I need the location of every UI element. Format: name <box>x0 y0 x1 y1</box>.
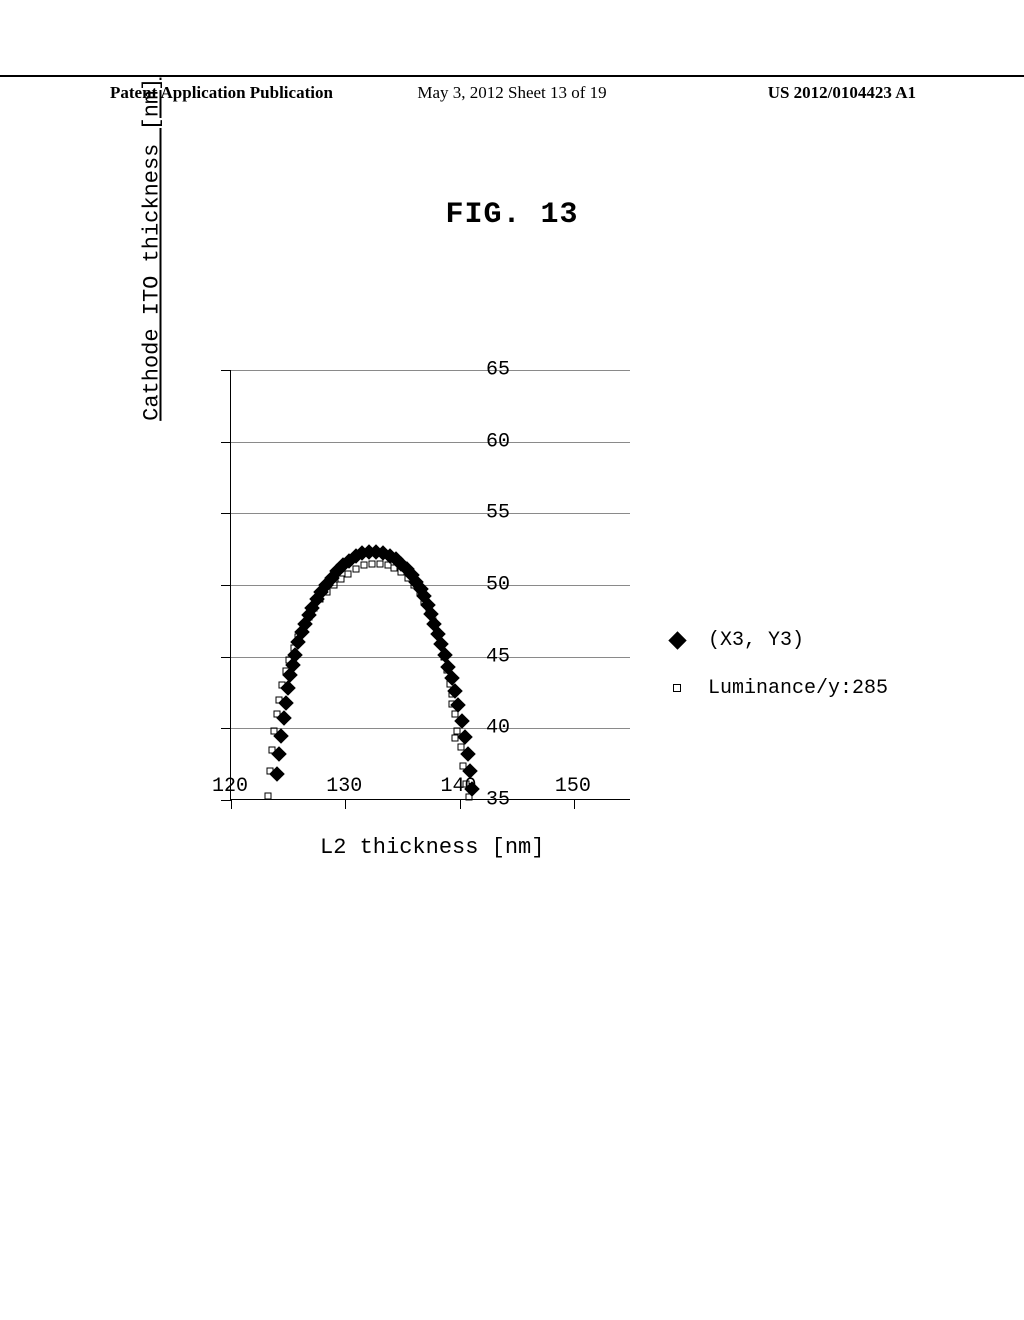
data-point-square <box>271 728 278 735</box>
gridline <box>231 728 630 729</box>
data-point-square <box>410 582 417 589</box>
data-point-square <box>405 574 412 581</box>
data-point-square <box>273 711 280 718</box>
data-point-square <box>324 589 331 596</box>
data-point-square <box>416 589 423 596</box>
square-icon <box>662 684 692 692</box>
data-point-square <box>264 792 271 799</box>
header-center: May 3, 2012 Sheet 13 of 19 <box>417 83 606 103</box>
legend-item-luminance: Luminance/y:285 <box>662 676 888 700</box>
figure-title: FIG. 13 <box>445 198 578 232</box>
y-tick-label: 45 <box>460 645 510 668</box>
diamond-icon <box>662 634 692 647</box>
x-tick <box>574 799 575 809</box>
y-tick <box>221 442 231 443</box>
data-point-square <box>295 633 302 640</box>
y-tick <box>221 513 231 514</box>
data-point-square <box>444 666 451 673</box>
legend: (X3, Y3) Luminance/y:285 <box>662 628 888 724</box>
data-point-square <box>286 656 293 663</box>
y-tick-label: 50 <box>460 574 510 597</box>
data-point-square <box>421 597 428 604</box>
data-point-square <box>447 680 454 687</box>
data-point-square <box>305 613 312 620</box>
x-tick <box>231 799 232 809</box>
data-point-square <box>276 696 283 703</box>
x-tick-label: 150 <box>555 775 591 798</box>
header-right: US 2012/0104423 A1 <box>768 83 916 103</box>
data-point-square <box>425 607 432 614</box>
x-tick <box>345 799 346 809</box>
data-point-square <box>266 768 273 775</box>
x-tick-label: 120 <box>212 775 248 798</box>
x-axis-title: L2 thickness [nm] <box>320 835 544 860</box>
x-tick-label: 140 <box>441 775 477 798</box>
data-point-square <box>311 604 318 611</box>
y-tick <box>221 800 231 801</box>
data-point-square <box>269 746 276 753</box>
data-point-square <box>452 711 459 718</box>
legend-label: Luminance/y:285 <box>708 677 888 700</box>
y-axis-title: Cathode ITO thickness [nm] <box>140 78 165 421</box>
y-tick-label: 40 <box>460 717 510 740</box>
y-tick-label: 55 <box>460 502 510 525</box>
y-tick <box>221 657 231 658</box>
legend-item-x3y3: (X3, Y3) <box>662 628 888 652</box>
plot-area <box>230 370 630 800</box>
y-tick-label: 65 <box>460 359 510 382</box>
data-point-square <box>360 561 367 568</box>
data-point-square <box>433 629 440 636</box>
y-tick <box>221 728 231 729</box>
gridline <box>231 513 630 514</box>
gridline <box>231 370 630 371</box>
data-point-square <box>437 640 444 647</box>
chart: Cathode ITO thickness [nm] L2 thickness … <box>120 340 920 880</box>
data-point-square <box>460 762 467 769</box>
data-point-square <box>430 617 437 624</box>
legend-label: (X3, Y3) <box>708 629 804 652</box>
x-tick-label: 130 <box>326 775 362 798</box>
data-point-square <box>279 682 286 689</box>
data-point-square <box>290 645 297 652</box>
gridline <box>231 585 630 586</box>
data-point-square <box>282 668 289 675</box>
data-point-square <box>352 566 359 573</box>
data-point-square <box>448 690 455 697</box>
data-point-square <box>448 700 455 707</box>
y-tick-label: 60 <box>460 430 510 453</box>
data-point-square <box>376 560 383 567</box>
data-point-square <box>452 735 459 742</box>
data-point-square <box>440 653 447 660</box>
data-point-square <box>300 623 307 630</box>
gridline <box>231 442 630 443</box>
data-point-square <box>317 596 324 603</box>
data-point-square <box>344 570 351 577</box>
y-tick <box>221 370 231 371</box>
data-point-square <box>457 743 464 750</box>
data-point-square <box>368 560 375 567</box>
y-tick <box>221 585 231 586</box>
